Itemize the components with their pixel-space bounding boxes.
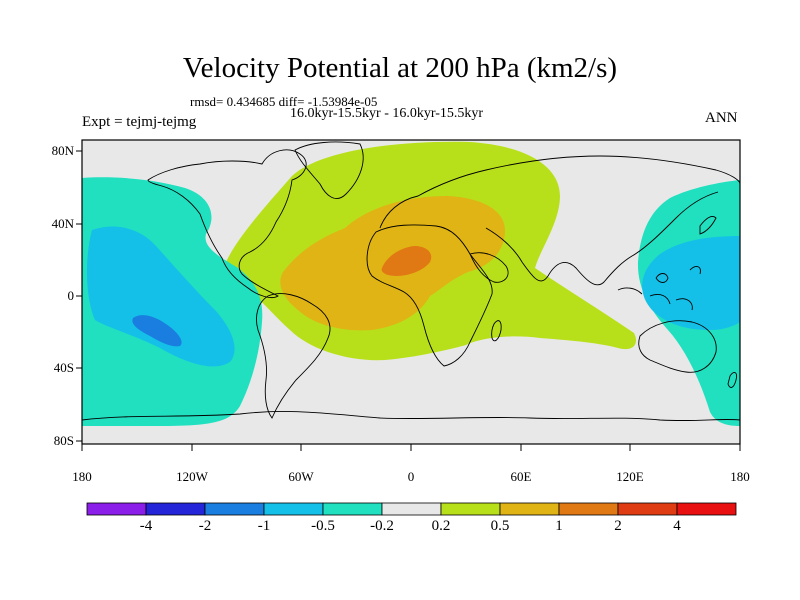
negative-region-east-mid xyxy=(642,236,740,330)
colorbar-label: 0.5 xyxy=(490,518,510,534)
colorbar-label: 2 xyxy=(614,518,622,534)
colorbar-box xyxy=(617,502,678,516)
colorbar-label: -2 xyxy=(198,518,212,534)
colorbar-box xyxy=(676,502,737,516)
positive-region-core xyxy=(381,246,432,276)
coastline-north-america xyxy=(147,149,307,299)
lon-label-120w: 120W xyxy=(176,469,208,484)
coastline-madagascar xyxy=(491,320,502,342)
coastline-arabia xyxy=(469,252,509,283)
negative-region-west-core xyxy=(132,315,182,347)
colorbar-label: -0.5 xyxy=(311,518,335,534)
colorbar xyxy=(86,502,737,516)
chart-title: Velocity Potential at 200 hPa (km2/s) xyxy=(182,52,618,84)
colorbar-label: -0.2 xyxy=(370,518,394,534)
lon-label-180w: 180 xyxy=(72,469,92,484)
colorbar-box xyxy=(440,502,501,516)
lat-label-40n: 40N xyxy=(51,216,74,231)
season-label: ANN xyxy=(705,110,738,126)
period-label: 16.0kyr-15.5kyr - 16.0kyr-15.5kyr xyxy=(290,106,484,121)
colorbar-label: -4 xyxy=(139,518,153,534)
coastline-japan xyxy=(699,215,717,235)
coastline-new-zealand xyxy=(727,372,737,388)
colorbar-label: -1 xyxy=(257,518,271,534)
coastline-antarctica xyxy=(82,411,740,422)
colorbar-box xyxy=(499,502,560,516)
lat-label-40s: 40S xyxy=(53,360,74,375)
colorbar-box xyxy=(322,502,383,516)
colorbar-box xyxy=(263,502,324,516)
lat-label-80n: 80N xyxy=(51,143,74,158)
coastline-australia xyxy=(638,320,717,373)
lat-label-80s: 80S xyxy=(53,433,74,448)
experiment-label: Expt = tejmj-tejmg xyxy=(82,114,197,130)
coastlines xyxy=(82,141,740,422)
colorbar-box xyxy=(381,502,442,516)
colorbar-box xyxy=(86,502,147,516)
coastline-greenland xyxy=(294,141,364,199)
colorbar-box xyxy=(558,502,619,516)
lon-label-60w: 60W xyxy=(288,469,314,484)
coastline-south-america xyxy=(256,293,331,419)
colorbar-box xyxy=(204,502,265,516)
rmsd-diff-stats: rmsd= 0.434685 diff= -1.53984e-05 xyxy=(190,94,378,109)
lat-label-0: 0 xyxy=(67,288,75,303)
coastline-eurasia xyxy=(379,155,740,286)
coastline-africa xyxy=(366,224,493,367)
lon-label-60e: 60E xyxy=(510,469,532,484)
coastline-maritime-asia xyxy=(617,266,701,311)
colorbar-label: 0.2 xyxy=(431,518,451,534)
negative-region-west-mid xyxy=(86,226,235,367)
lon-label-0: 0 xyxy=(407,469,415,484)
axis-ticks xyxy=(76,150,741,451)
colorbar-box xyxy=(145,502,206,516)
colorbar-label: 1 xyxy=(555,518,563,534)
lon-label-180e: 180 xyxy=(730,469,750,484)
colorbar-label: 4 xyxy=(673,518,681,534)
lon-label-120e: 120E xyxy=(616,469,644,484)
